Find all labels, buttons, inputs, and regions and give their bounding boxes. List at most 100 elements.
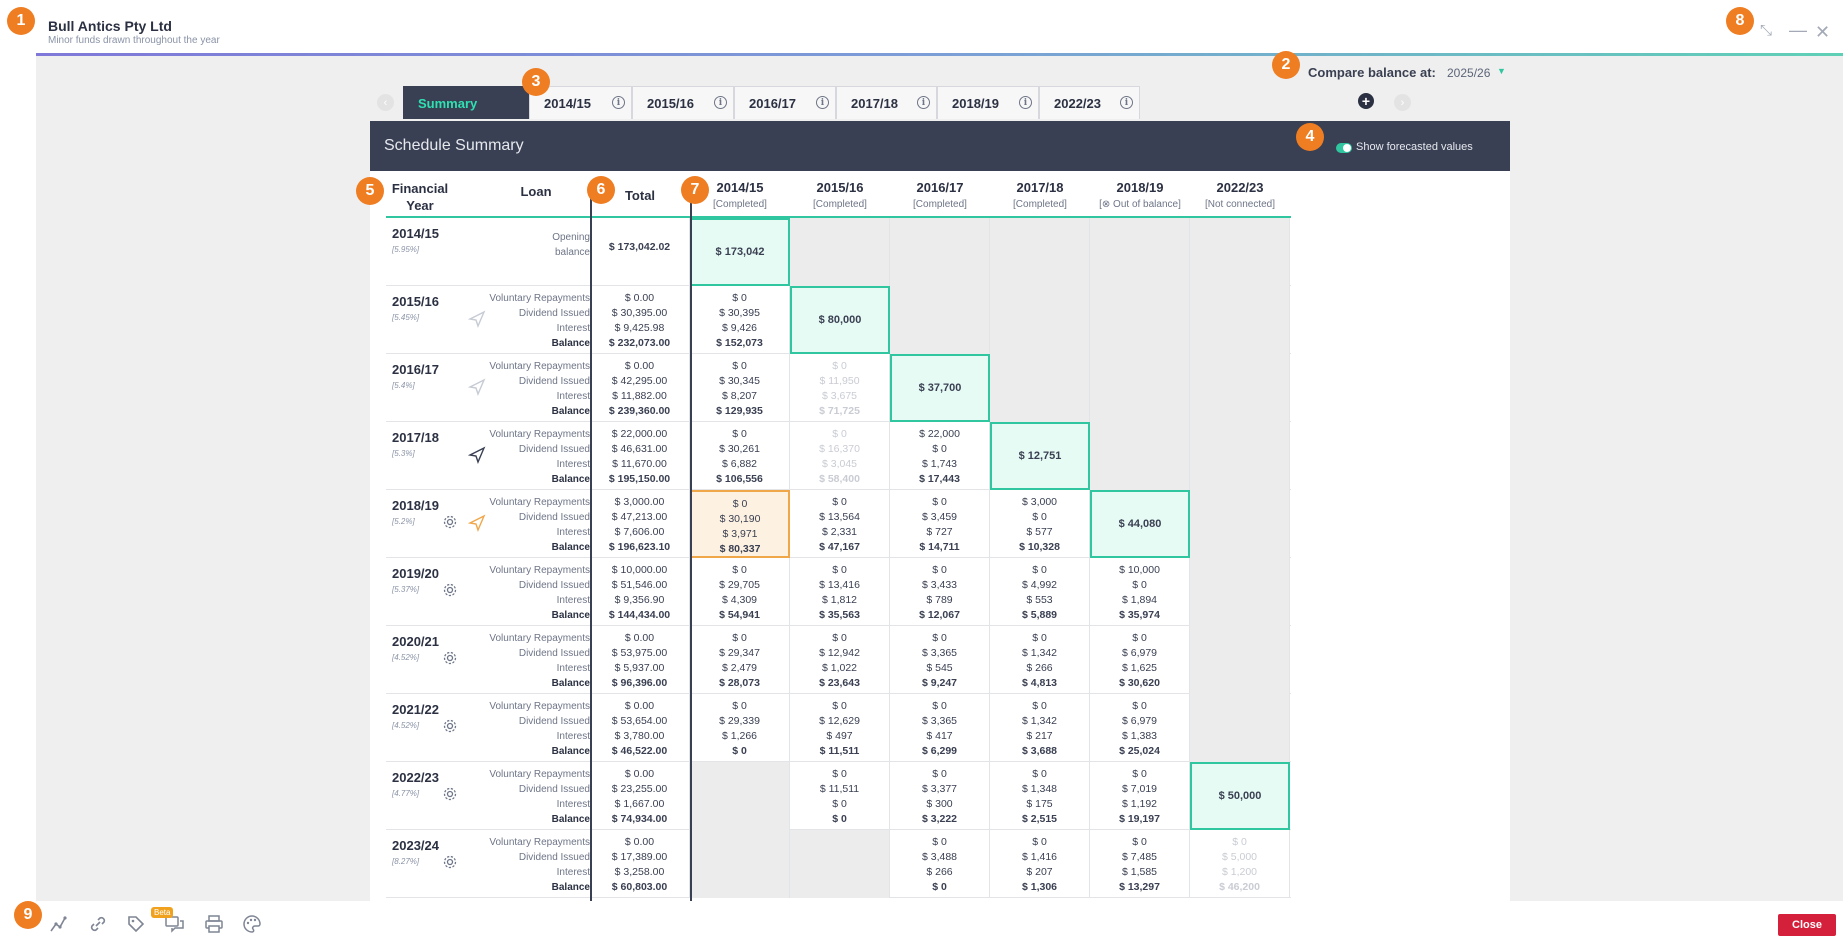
schedule-cell[interactable]: $ 0 $ 5,000 $ 1,200 $ 46,200 [1190, 830, 1290, 898]
cell-value: $ 0 [832, 700, 847, 712]
cell-value: $ 7,019 [1121, 783, 1158, 795]
tab-2018-19[interactable]: 2018/19 i [937, 86, 1039, 119]
schedule-cell[interactable]: $ 10,000 $ 0 $ 1,894 $ 35,974 [1090, 558, 1190, 626]
opening-balance-cell[interactable]: $ 37,700 [890, 354, 990, 422]
tab-2022-23[interactable]: 2022/23 i [1039, 86, 1140, 119]
schedule-cell[interactable]: $ 0 $ 7,019 $ 1,192 $ 19,197 [1090, 762, 1190, 830]
schedule-cell[interactable]: $ 0 $ 30,395 $ 9,426 $ 152,073 [690, 286, 790, 354]
close-window-icon[interactable]: ✕ [1815, 22, 1831, 42]
schedule-cell[interactable]: $ 0 $ 11,511 $ 0 $ 0 [790, 762, 890, 830]
gear-icon[interactable] [442, 582, 458, 603]
info-icon[interactable]: i [612, 96, 625, 109]
tab-2015-16[interactable]: 2015/16 i [632, 86, 734, 119]
schedule-cell[interactable]: $ 3,000 $ 0 $ 577 $ 10,328 [990, 490, 1090, 558]
total-value: $ 30,395.00 [611, 307, 668, 319]
schedule-cell[interactable]: $ 0 $ 12,942 $ 1,022 $ 23,643 [790, 626, 890, 694]
minimize-icon[interactable]: — [1789, 20, 1807, 40]
tag-icon[interactable] [126, 914, 146, 939]
tab-2017-18[interactable]: 2017/18 i [836, 86, 937, 119]
opening-balance-cell[interactable]: $ 44,080 [1090, 490, 1190, 558]
schedule-cell[interactable]: $ 0 $ 4,992 $ 553 $ 5,889 [990, 558, 1090, 626]
gear-icon[interactable] [442, 786, 458, 807]
forecast-toggle[interactable] [1336, 143, 1352, 153]
chart-line-icon[interactable] [48, 914, 68, 939]
total-value: $ 3,000.00 [614, 496, 665, 508]
opening-balance-cell[interactable]: $ 173,042 [690, 218, 790, 286]
schedule-cell[interactable]: $ 0 $ 3,365 $ 417 $ 6,299 [890, 694, 990, 762]
opening-balance-cell[interactable]: $ 50,000 [1190, 762, 1290, 830]
cell-value: $ 35,974 [1119, 609, 1160, 621]
schedule-cell[interactable]: $ 22,000 $ 0 $ 1,743 $ 17,443 [890, 422, 990, 490]
schedule-cell[interactable]: $ 0 $ 1,416 $ 207 $ 1,306 [990, 830, 1090, 898]
opening-balance-cell[interactable]: $ 80,000 [790, 286, 890, 354]
cell-value: $ 28,073 [719, 677, 760, 689]
schedule-cell[interactable]: $ 0 $ 3,365 $ 545 $ 9,247 [890, 626, 990, 694]
schedule-cell[interactable]: $ 0 $ 30,190 $ 3,971 $ 80,337 [690, 490, 790, 558]
schedule-cell[interactable]: $ 0 $ 30,345 $ 8,207 $ 129,935 [690, 354, 790, 422]
cell-value: $ 577 [1026, 526, 1053, 538]
schedule-cell[interactable]: $ 0 $ 29,339 $ 1,266 $ 0 [690, 694, 790, 762]
schedule-cell[interactable]: $ 0 $ 1,348 $ 175 $ 2,515 [990, 762, 1090, 830]
schedule-cell[interactable]: $ 0 $ 6,979 $ 1,625 $ 30,620 [1090, 626, 1190, 694]
send-icon[interactable] [467, 514, 486, 537]
cell-value: $ 14,711 [919, 541, 960, 553]
info-icon[interactable]: i [714, 96, 727, 109]
opening-balance-value: $ 44,080 [1118, 517, 1162, 530]
schedule-cell[interactable]: $ 0 $ 3,488 $ 266 $ 0 [890, 830, 990, 898]
info-icon[interactable]: i [917, 96, 930, 109]
palette-icon[interactable] [242, 914, 262, 939]
info-icon[interactable]: i [1019, 96, 1032, 109]
schedule-cell[interactable]: $ 0 $ 3,377 $ 300 $ 3,222 [890, 762, 990, 830]
cell-value: $ 0 [1032, 632, 1047, 644]
tab-prev-icon[interactable]: ‹ [377, 94, 394, 111]
add-tab-icon[interactable]: + [1358, 93, 1374, 109]
schedule-cell[interactable]: $ 0 $ 12,629 $ 497 $ 11,511 [790, 694, 890, 762]
schedule-cell[interactable]: $ 0 $ 16,370 $ 3,045 $ 58,400 [790, 422, 890, 490]
cell-value: $ 0 [832, 798, 847, 810]
schedule-cell[interactable]: $ 0 $ 29,347 $ 2,479 $ 28,073 [690, 626, 790, 694]
link-icon[interactable] [88, 914, 108, 939]
beta-badge: Beta [151, 907, 174, 918]
send-icon[interactable] [467, 446, 486, 469]
cell-value: $ 1,812 [821, 594, 858, 606]
gear-icon[interactable] [442, 514, 458, 535]
row-rate: [4.77%] [392, 789, 420, 798]
schedule-cell[interactable]: $ 0 $ 13,416 $ 1,812 $ 35,563 [790, 558, 890, 626]
cell-value: $ 2,331 [821, 526, 858, 538]
header-divider [36, 53, 1843, 56]
info-icon[interactable]: i [816, 96, 829, 109]
schedule-cell[interactable]: $ 0 $ 7,485 $ 1,585 $ 13,297 [1090, 830, 1190, 898]
schedule-cell[interactable]: $ 0 $ 13,564 $ 2,331 $ 47,167 [790, 490, 890, 558]
tab-next-icon[interactable]: › [1394, 94, 1411, 111]
gear-icon[interactable] [442, 718, 458, 739]
loan-row-label: Dividend Issued [518, 852, 590, 863]
chevron-down-icon[interactable]: ▼ [1497, 66, 1506, 76]
schedule-cell[interactable]: $ 0 $ 1,342 $ 217 $ 3,688 [990, 694, 1090, 762]
gear-icon[interactable] [442, 854, 458, 875]
collapse-icon[interactable]: ⤡ [1760, 22, 1773, 39]
print-icon[interactable] [204, 914, 224, 939]
send-icon[interactable] [467, 310, 486, 333]
schedule-cell[interactable]: $ 0 $ 11,950 $ 3,675 $ 71,725 [790, 354, 890, 422]
table-row: 2021/22 [4.52%] Voluntary Repayments Divide… [386, 694, 1291, 762]
gear-icon[interactable] [442, 650, 458, 671]
schedule-cell[interactable]: $ 0 $ 1,342 $ 266 $ 4,813 [990, 626, 1090, 694]
close-button[interactable]: Close [1778, 914, 1836, 936]
tab-2016-17[interactable]: 2016/17 i [734, 86, 836, 119]
loan-row-label: Interest [556, 459, 590, 470]
cell-value: $ 0 [832, 813, 847, 825]
send-icon[interactable] [467, 378, 486, 401]
cell-value: $ 0 [732, 632, 747, 644]
schedule-cell[interactable]: $ 0 $ 29,705 $ 4,309 $ 54,941 [690, 558, 790, 626]
opening-balance-cell[interactable]: $ 12,751 [990, 422, 1090, 490]
schedule-cell[interactable]: $ 0 $ 30,261 $ 6,882 $ 106,556 [690, 422, 790, 490]
cell-value: $ 0 [1232, 836, 1247, 848]
schedule-cell[interactable]: $ 0 $ 6,979 $ 1,383 $ 25,024 [1090, 694, 1190, 762]
total-value: $ 0.00 [624, 700, 655, 712]
total-value: $ 0.00 [624, 292, 655, 304]
compare-balance-select[interactable]: 2025/26 [1447, 66, 1491, 80]
info-icon[interactable]: i [1120, 96, 1133, 109]
schedule-cell[interactable]: $ 0 $ 3,433 $ 789 $ 12,067 [890, 558, 990, 626]
tab-summary[interactable]: Summary [403, 86, 529, 119]
schedule-cell[interactable]: $ 0 $ 3,459 $ 727 $ 14,711 [890, 490, 990, 558]
